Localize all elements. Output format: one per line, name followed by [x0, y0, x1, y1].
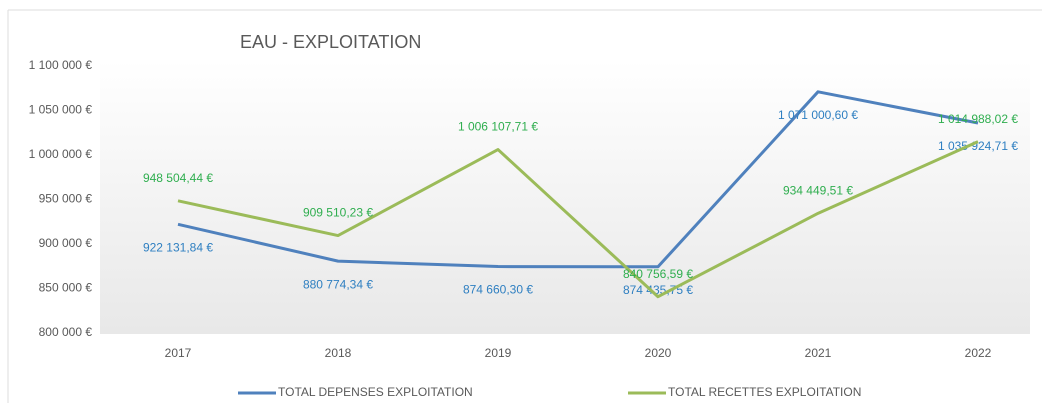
legend-label: TOTAL DEPENSES EXPLOITATION	[278, 385, 473, 399]
x-tick-label: 2017	[165, 346, 192, 360]
x-tick-label: 2018	[325, 346, 352, 360]
data-label: 909 510,23 €	[303, 206, 373, 220]
data-label: 874 660,30 €	[463, 283, 533, 297]
y-tick-label: 1 100 000 €	[29, 58, 93, 72]
data-label: 1 006 107,71 €	[458, 120, 538, 134]
data-label: 1 035 924,71 €	[938, 139, 1018, 153]
legend-label: TOTAL RECETTES EXPLOITATION	[668, 385, 861, 399]
y-tick-label: 1 050 000 €	[29, 103, 93, 117]
data-label: 1 071 000,60 €	[778, 108, 858, 122]
x-tick-label: 2021	[805, 346, 832, 360]
chart-title: EAU - EXPLOITATION	[240, 32, 421, 52]
data-label: 880 774,34 €	[303, 277, 373, 291]
y-tick-label: 850 000 €	[39, 281, 93, 295]
y-tick-label: 1 000 000 €	[29, 147, 93, 161]
x-tick-label: 2020	[645, 346, 672, 360]
series-line	[177, 90, 979, 269]
data-label: 934 449,51 €	[783, 184, 853, 198]
series-line	[177, 140, 979, 299]
x-tick-label: 2022	[965, 346, 992, 360]
plot-background	[100, 60, 1030, 334]
data-label: 922 131,84 €	[143, 240, 213, 254]
data-label: 1 014 988,02 €	[938, 112, 1018, 126]
data-label: 948 504,44 €	[143, 171, 213, 185]
data-label: 840 756,59 €	[623, 267, 693, 281]
x-tick-label: 2019	[485, 346, 512, 360]
y-tick-label: 900 000 €	[39, 236, 93, 250]
y-tick-label: 950 000 €	[39, 192, 93, 206]
y-tick-label: 800 000 €	[39, 325, 93, 339]
